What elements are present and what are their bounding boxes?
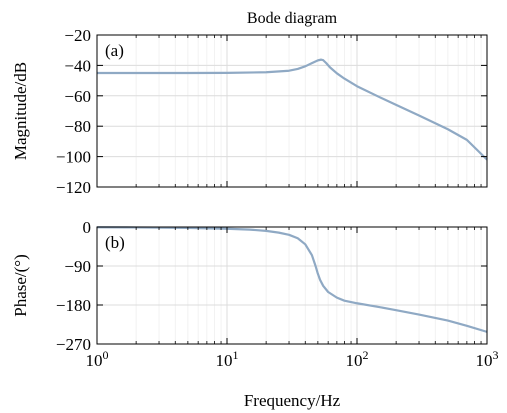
phase-y-tick-label: 0 bbox=[83, 218, 92, 237]
magnitude-y-tick-label: −100 bbox=[56, 148, 91, 167]
phase-axes-frame bbox=[96, 226, 488, 345]
magnitude-panel: −20 −40 −60 −80 −100 −120 (a) Magnitude/dB bbox=[11, 26, 488, 197]
phase-x-tick-label: 101 bbox=[216, 348, 239, 370]
magnitude-response-curve bbox=[97, 58, 488, 161]
phase-y-tick-label: −270 bbox=[56, 335, 91, 354]
magnitude-y-tick-label: −20 bbox=[64, 26, 91, 45]
magnitude-y-axis-label: Magnitude/dB bbox=[11, 62, 30, 160]
magnitude-axes-frame bbox=[96, 34, 488, 188]
phase-y-axis-label: Phase/(°) bbox=[11, 254, 30, 317]
phase-y-tick-label: −180 bbox=[56, 296, 91, 315]
magnitude-y-tick-label: −40 bbox=[64, 56, 91, 75]
magnitude-y-tick-label: −80 bbox=[64, 117, 91, 136]
magnitude-y-tick-label: −60 bbox=[64, 87, 91, 106]
x-axis-label: Frequency/Hz bbox=[244, 391, 341, 410]
phase-x-tick-label: 100 bbox=[86, 348, 109, 370]
phase-y-tick-label: −90 bbox=[64, 257, 91, 276]
magnitude-y-tick-label: −120 bbox=[56, 178, 91, 197]
phase-x-tick-label: 103 bbox=[476, 348, 499, 370]
magnitude-panel-label: (a) bbox=[105, 41, 124, 60]
phase-response-curve bbox=[96, 226, 488, 333]
phase-panel-label: (b) bbox=[105, 233, 125, 252]
phase-x-tick-label: 102 bbox=[346, 348, 369, 370]
chart-title: Bode diagram bbox=[247, 10, 338, 27]
